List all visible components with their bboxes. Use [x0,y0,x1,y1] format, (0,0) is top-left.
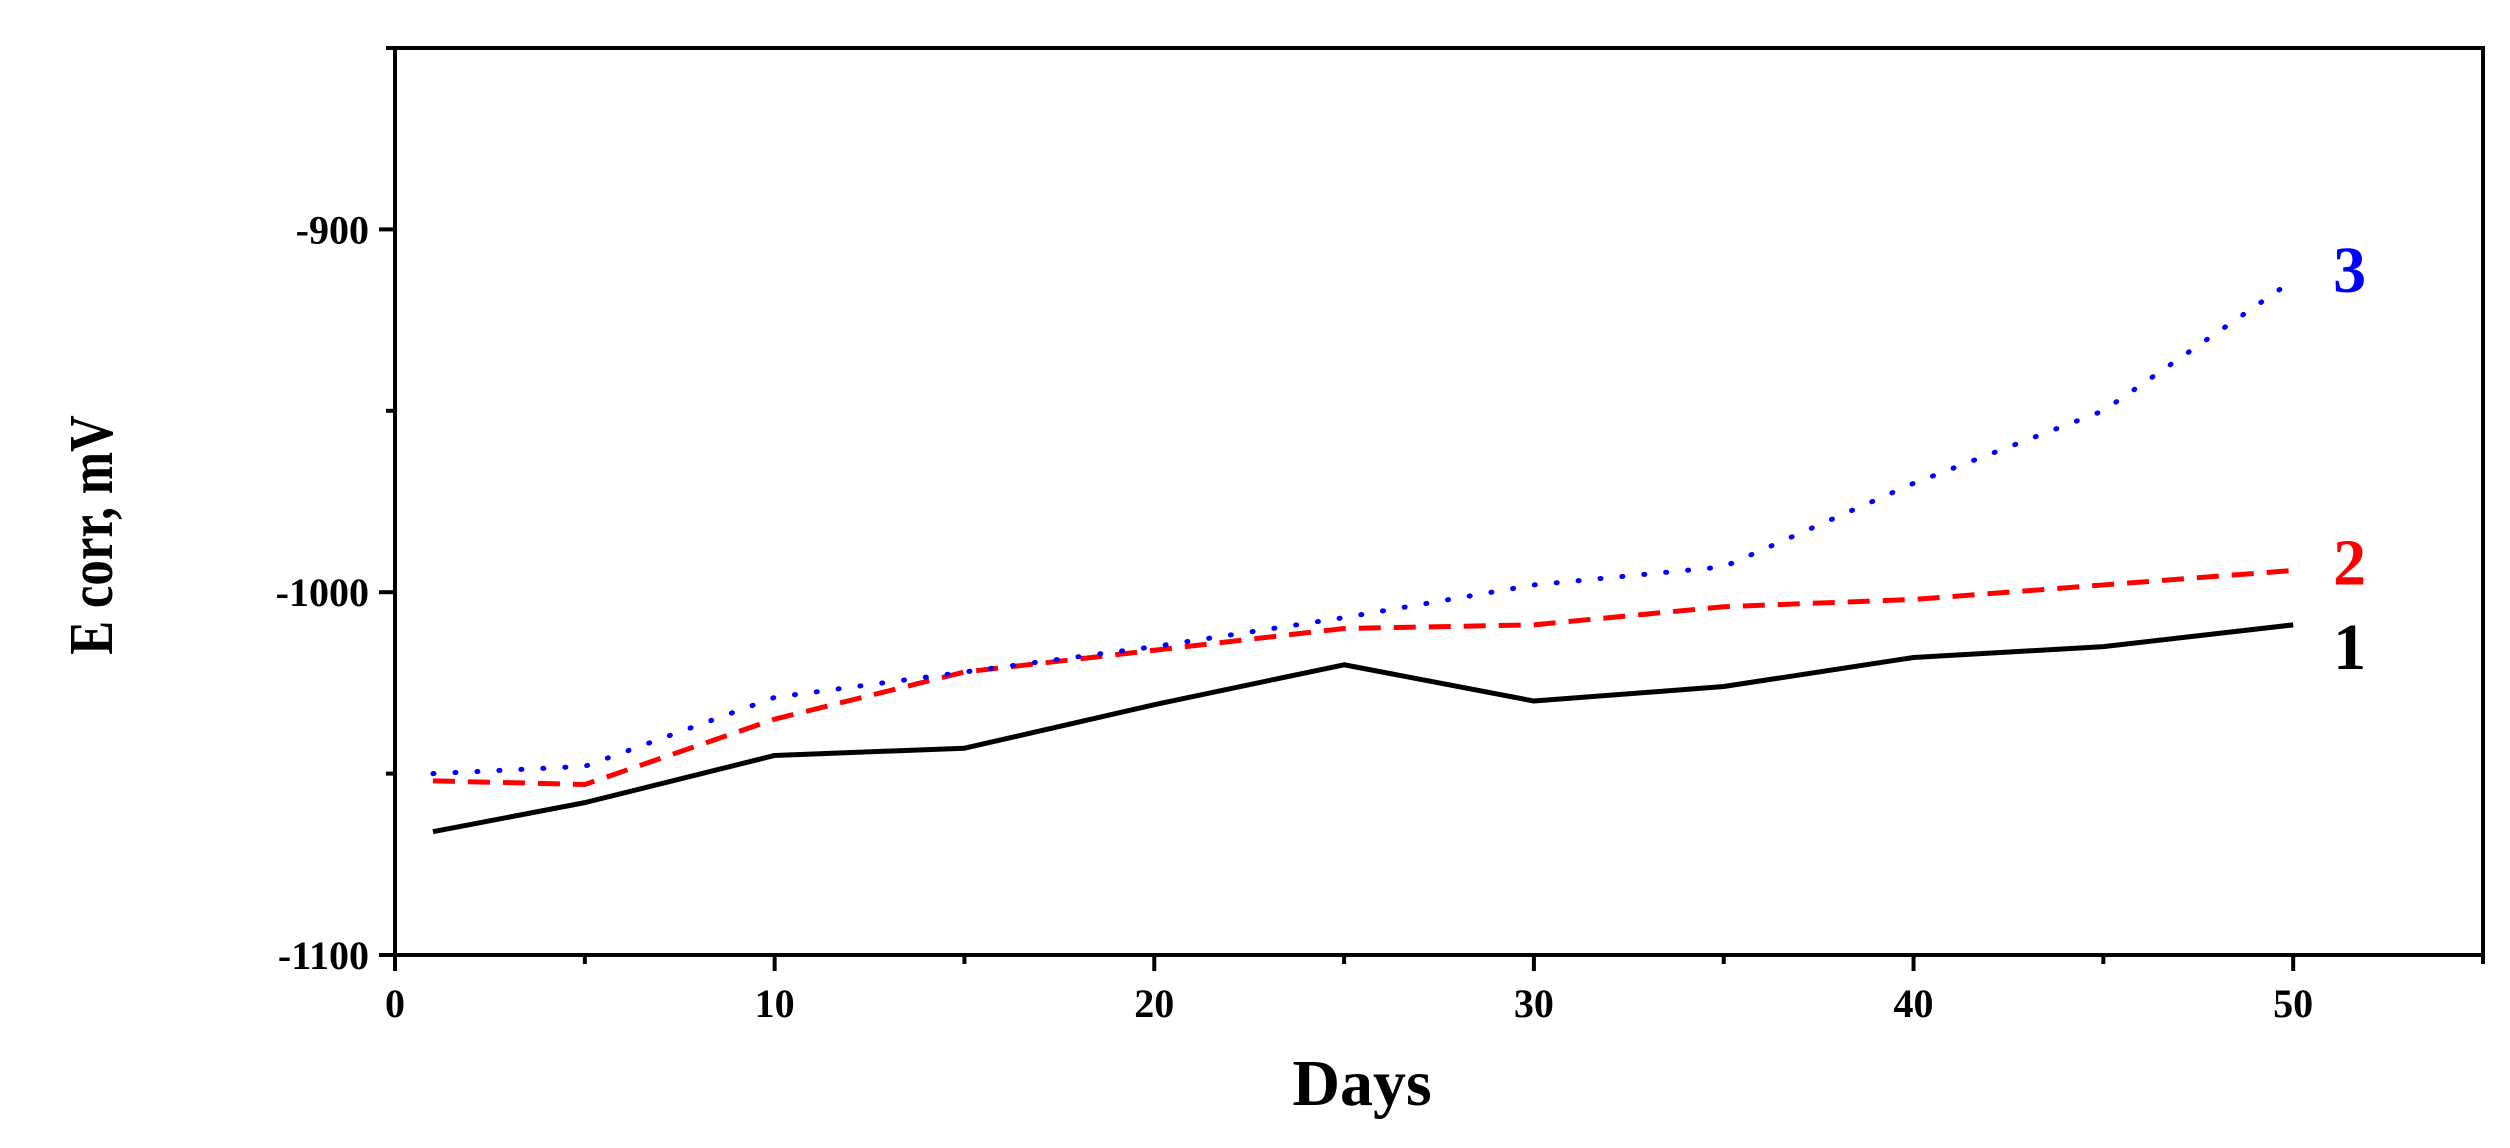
series-lines [430,277,2296,835]
y-axis-ticks: -900 -1000 -1100 [276,46,395,978]
series-line-2 [432,567,2294,787]
x-tick-label: 40 [1894,981,1934,1026]
series-label-3: 3 [2333,234,2366,307]
x-tick-label: 0 [385,981,405,1026]
y-axis-title: E corr, mV [57,415,126,655]
y-tick-label: -1000 [276,570,369,615]
x-axis-ticks: 0 10 20 30 40 50 [385,955,2485,1026]
x-tick-label: 30 [1514,981,1554,1026]
series-label-2: 2 [2333,526,2366,599]
x-tick-label: 50 [2273,981,2313,1026]
series-label-1: 1 [2333,611,2366,684]
y-tick-label: -900 [296,207,369,252]
x-tick-label: 20 [1134,981,1174,1026]
series-line-3 [430,277,2296,777]
x-tick-label: 10 [755,981,795,1026]
plot-frame [393,46,2485,957]
series-labels: 1 2 3 [2333,234,2366,684]
y-tick-label: -1100 [278,933,369,978]
x-axis-title: Days [1292,1047,1431,1120]
series-line-1 [432,622,2294,835]
